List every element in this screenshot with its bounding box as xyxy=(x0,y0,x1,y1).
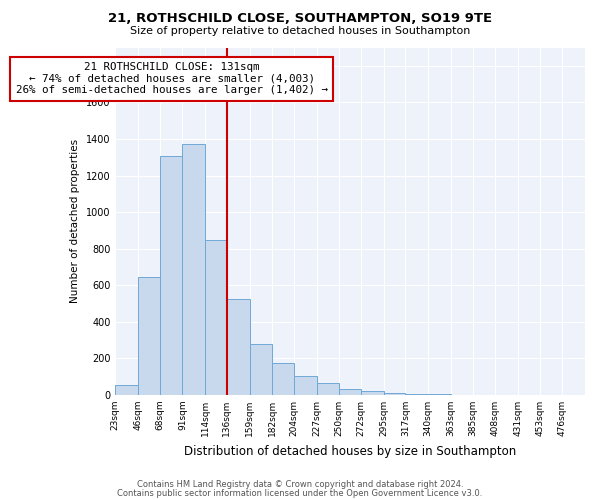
Bar xyxy=(317,383,340,395)
Bar xyxy=(115,385,138,395)
Bar xyxy=(227,299,250,395)
Bar xyxy=(384,393,406,395)
Bar xyxy=(428,394,451,395)
Bar xyxy=(250,344,272,395)
Text: 21, ROTHSCHILD CLOSE, SOUTHAMPTON, SO19 9TE: 21, ROTHSCHILD CLOSE, SOUTHAMPTON, SO19 … xyxy=(108,12,492,26)
Text: Size of property relative to detached houses in Southampton: Size of property relative to detached ho… xyxy=(130,26,470,36)
Bar xyxy=(272,363,294,395)
Text: Contains HM Land Registry data © Crown copyright and database right 2024.: Contains HM Land Registry data © Crown c… xyxy=(137,480,463,489)
Bar xyxy=(138,277,160,395)
Text: 21 ROTHSCHILD CLOSE: 131sqm
← 74% of detached houses are smaller (4,003)
26% of : 21 ROTHSCHILD CLOSE: 131sqm ← 74% of det… xyxy=(16,62,328,95)
Bar xyxy=(340,388,361,395)
Bar xyxy=(205,240,227,395)
X-axis label: Distribution of detached houses by size in Southampton: Distribution of detached houses by size … xyxy=(184,444,516,458)
Bar xyxy=(160,156,182,395)
Bar xyxy=(361,392,384,395)
Y-axis label: Number of detached properties: Number of detached properties xyxy=(70,139,80,304)
Text: Contains public sector information licensed under the Open Government Licence v3: Contains public sector information licen… xyxy=(118,488,482,498)
Bar xyxy=(294,376,317,395)
Bar xyxy=(406,394,428,395)
Bar xyxy=(182,144,205,395)
